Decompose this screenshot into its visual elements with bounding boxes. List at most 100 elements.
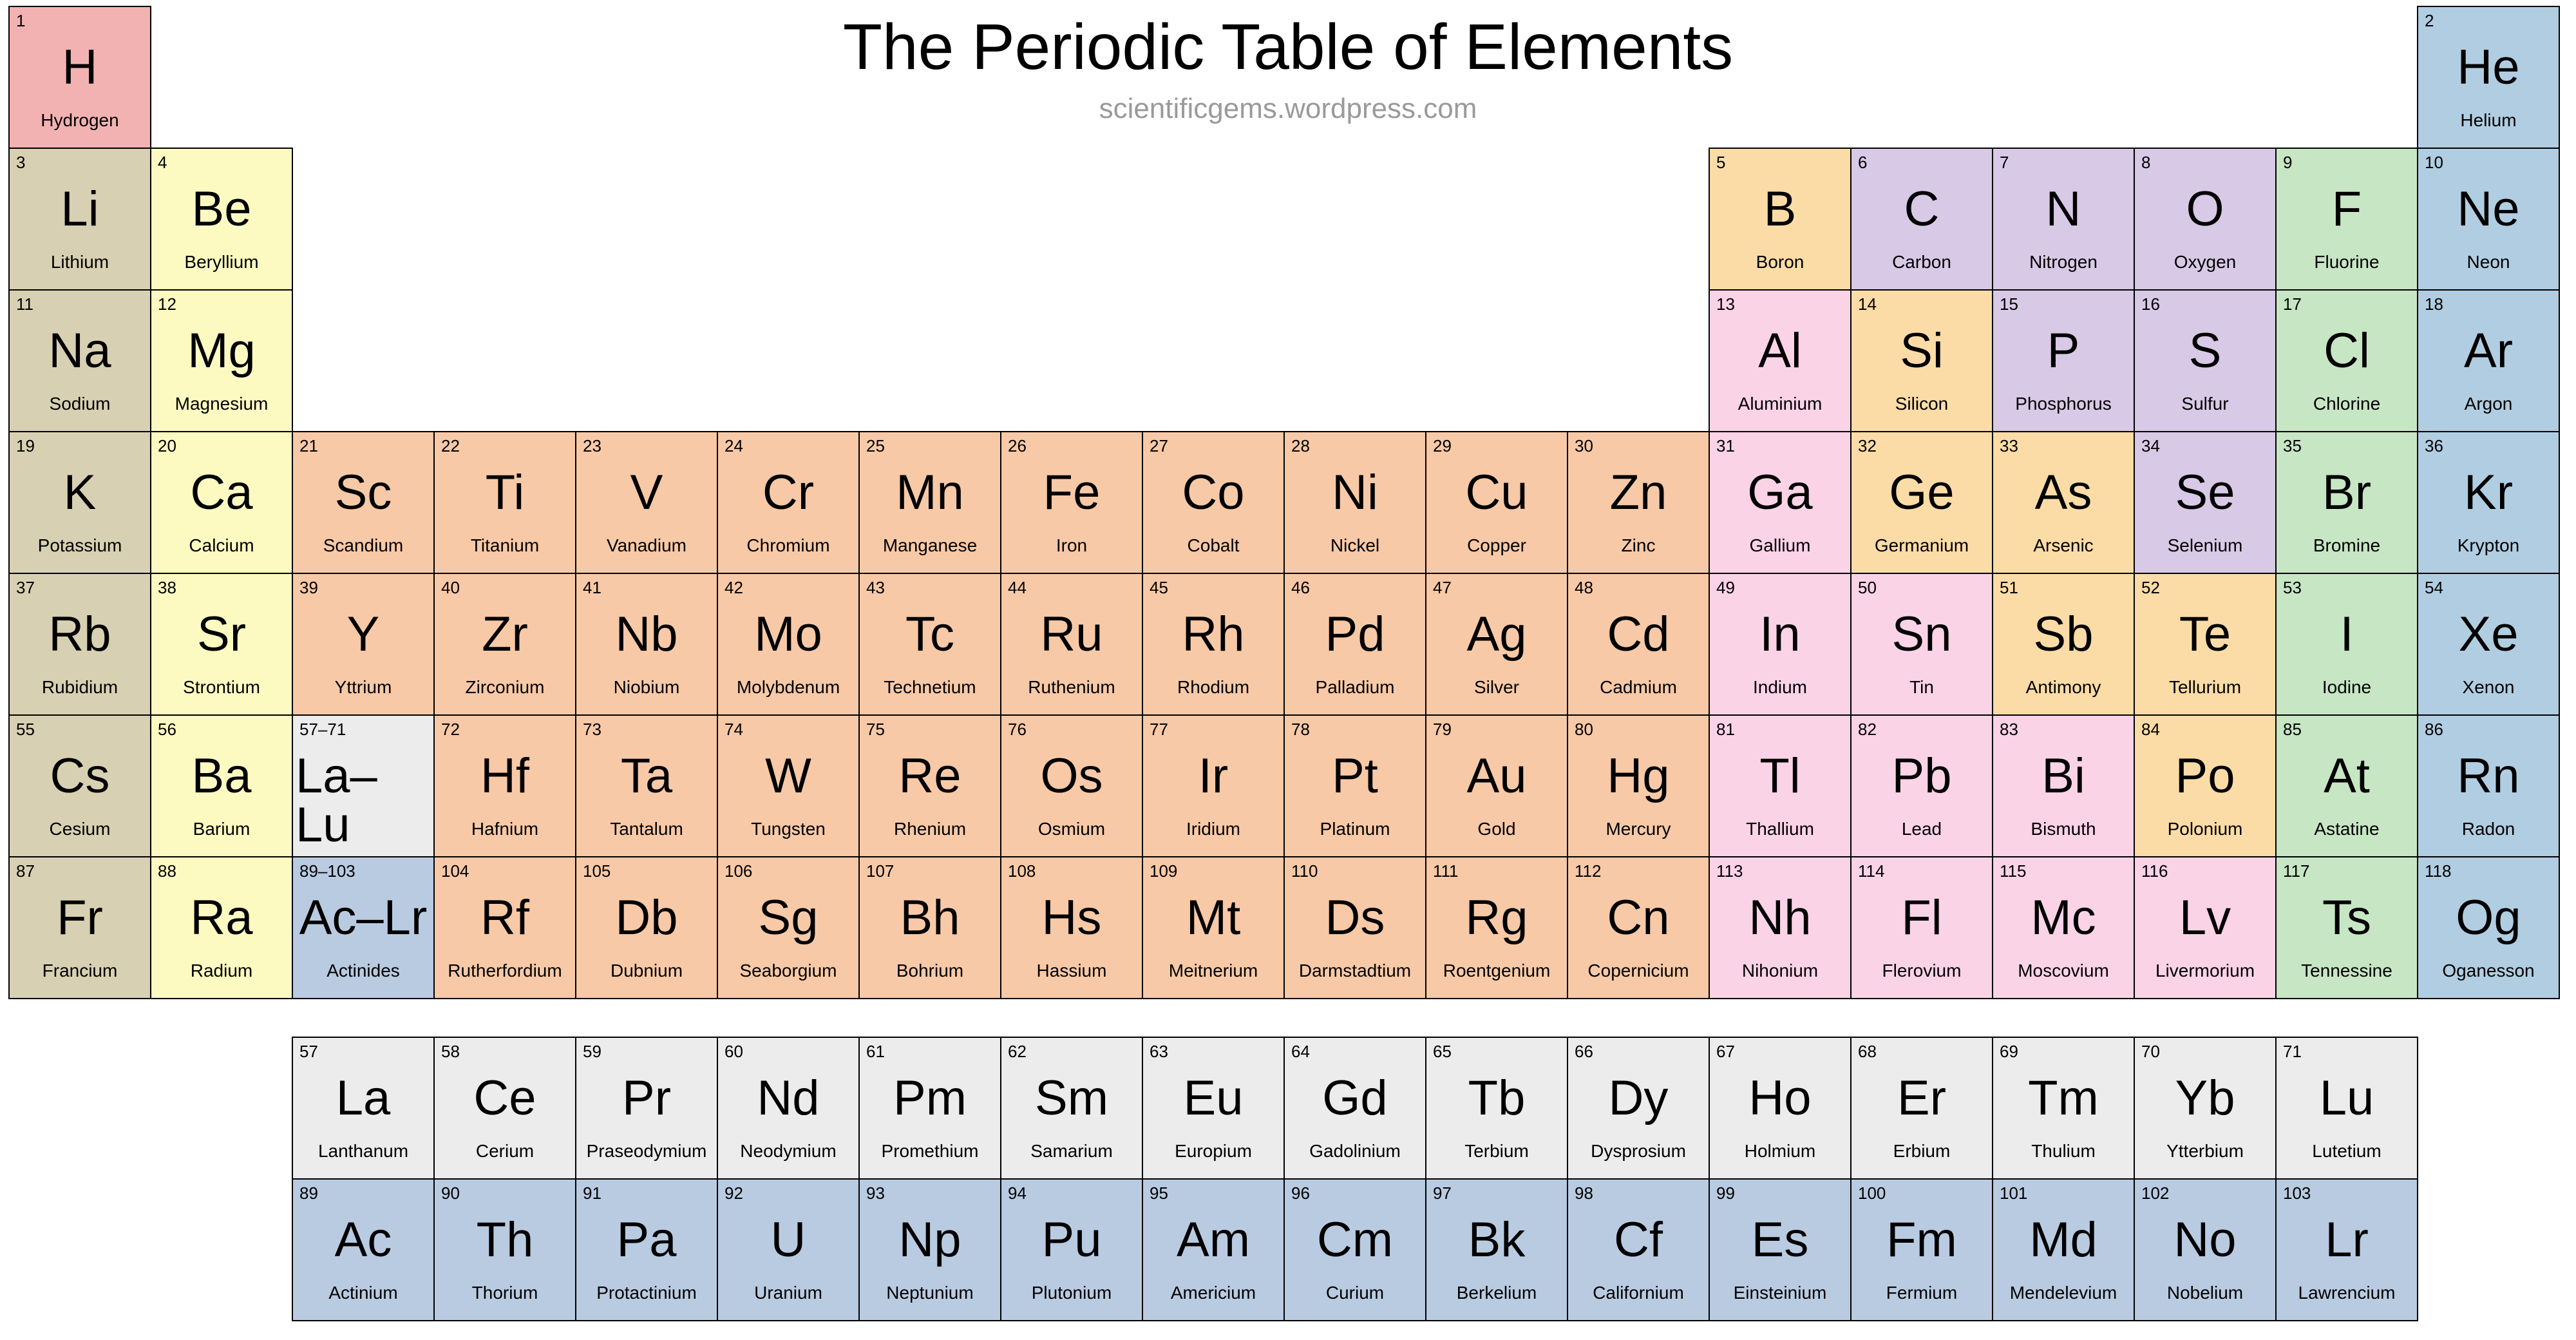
element-symbol: Hg [1607, 752, 1669, 801]
element-number: 38 [158, 578, 176, 598]
element-cell: 46PdPalladium [1283, 573, 1426, 716]
element-symbol: Cl [2324, 327, 2370, 376]
element-cell: 34SeSelenium [2134, 431, 2277, 574]
element-number: 62 [1008, 1042, 1027, 1062]
element-name: Tellurium [2169, 677, 2241, 698]
element-number: 73 [583, 720, 601, 740]
element-symbol: Sr [197, 610, 246, 659]
element-name: Tin [1909, 677, 1934, 698]
element-symbol: Ra [190, 894, 252, 943]
element-number: 8 [2141, 153, 2150, 173]
element-name: Oxygen [2174, 252, 2237, 273]
element-number: 39 [299, 578, 318, 598]
element-cell: 18ArArgon [2417, 289, 2560, 432]
element-number: 4 [158, 153, 167, 173]
element-symbol: Fm [1886, 1216, 1957, 1265]
element-number: 17 [2283, 294, 2302, 314]
element-cell: 4BeBeryllium [150, 148, 293, 291]
element-cell: 20CaCalcium [150, 431, 293, 574]
element-cell: 31GaGallium [1709, 431, 1852, 574]
element-name: Oganesson [2442, 961, 2534, 981]
element-cell: 103LrLawrencium [2275, 1178, 2418, 1321]
element-symbol: Nd [757, 1074, 819, 1123]
element-name: Hassium [1037, 961, 1107, 981]
element-name: Iron [1056, 535, 1087, 556]
element-name: Lead [1902, 819, 1942, 839]
element-cell: 63EuEuropium [1142, 1037, 1285, 1180]
element-number: 1 [16, 11, 25, 31]
element-symbol: Db [615, 894, 677, 943]
element-number: 94 [1008, 1183, 1027, 1203]
element-cell: 27CoCobalt [1142, 431, 1285, 574]
element-number: 82 [1858, 720, 1877, 740]
element-name: Germanium [1875, 535, 1969, 556]
element-number: 5 [1716, 153, 1725, 173]
element-symbol: Cs [50, 752, 110, 801]
element-number: 19 [16, 436, 35, 456]
element-symbol: Mg [187, 327, 256, 376]
element-cell: 39YYttrium [292, 573, 435, 716]
element-symbol: Be [192, 185, 252, 234]
element-cell: 58CeCerium [433, 1037, 576, 1180]
element-symbol: Am [1177, 1216, 1250, 1265]
element-cell: 111RgRoentgenium [1425, 856, 1568, 999]
element-name: Iodine [2322, 677, 2371, 698]
element-cell: 59PrPraseodymium [575, 1037, 718, 1180]
element-symbol: Ca [190, 468, 252, 517]
element-cell: 7NNitrogen [1992, 148, 2135, 291]
element-symbol: Na [48, 327, 111, 376]
element-cell: 33AsArsenic [1992, 431, 2135, 574]
element-name: Platinum [1320, 819, 1390, 839]
element-number: 59 [583, 1042, 601, 1062]
element-number: 11 [16, 294, 33, 314]
element-symbol: Pm [893, 1074, 967, 1123]
element-name: Vanadium [607, 535, 687, 556]
element-number: 113 [1716, 861, 1743, 881]
element-cell: 67HoHolmium [1709, 1037, 1852, 1180]
element-symbol: Lu [2320, 1074, 2374, 1123]
element-number: 44 [1008, 578, 1027, 598]
element-cell: 82 Pb Lead [1850, 714, 1993, 857]
element-name: Dubnium [611, 961, 683, 981]
element-cell: 87FrFrancium [8, 856, 151, 999]
element-cell: 89–103Ac–LrActinides [292, 856, 435, 999]
element-symbol: Er [1897, 1074, 1946, 1123]
element-number: 41 [583, 578, 601, 598]
element-cell: 101MdMendelevium [1992, 1178, 2135, 1321]
element-cell: 76OsOsmium [1000, 714, 1143, 857]
element-cell: 22TiTitanium [433, 431, 576, 574]
element-cell: 114FlFlerovium [1850, 856, 1993, 999]
element-name: Selenium [2168, 535, 2243, 556]
element-cell: 43TcTechnetium [858, 573, 1001, 716]
element-name: Strontium [183, 677, 260, 698]
element-number: 20 [158, 436, 176, 456]
element-number: 6 [1858, 153, 1867, 173]
element-cell: 98CfCalifornium [1567, 1178, 1710, 1321]
element-number: 12 [158, 294, 176, 314]
element-number: 70 [2141, 1042, 2160, 1062]
element-symbol: Pt [1332, 752, 1378, 801]
element-cell: 104RfRutherfordium [433, 856, 576, 999]
element-number: 42 [724, 578, 743, 598]
element-symbol: Bh [900, 894, 960, 943]
element-name: Potassium [38, 535, 122, 556]
element-cell: 80HgMercury [1567, 714, 1710, 857]
element-name: Molybdenum [737, 677, 840, 698]
element-number: 106 [724, 861, 752, 881]
element-cell: 25MnManganese [858, 431, 1001, 574]
element-name: Flerovium [1882, 961, 1962, 981]
element-symbol: Cm [1317, 1216, 1393, 1265]
element-cell: 77IrIridium [1142, 714, 1285, 857]
element-cell: 30ZnZinc [1567, 431, 1710, 574]
element-symbol: Ta [621, 752, 672, 801]
element-cell: 24CrChromium [717, 431, 860, 574]
element-name: Cesium [50, 819, 111, 839]
element-cell: 85AtAstatine [2275, 714, 2418, 857]
element-name: Livermorium [2155, 961, 2255, 981]
element-name: Uranium [754, 1283, 822, 1303]
element-cell: 37RbRubidium [8, 573, 151, 716]
element-name: Phosphorus [2015, 394, 2111, 414]
element-name: Thallium [1746, 819, 1814, 839]
element-name: Ytterbium [2166, 1141, 2244, 1162]
element-symbol: Pb [1892, 752, 1952, 801]
